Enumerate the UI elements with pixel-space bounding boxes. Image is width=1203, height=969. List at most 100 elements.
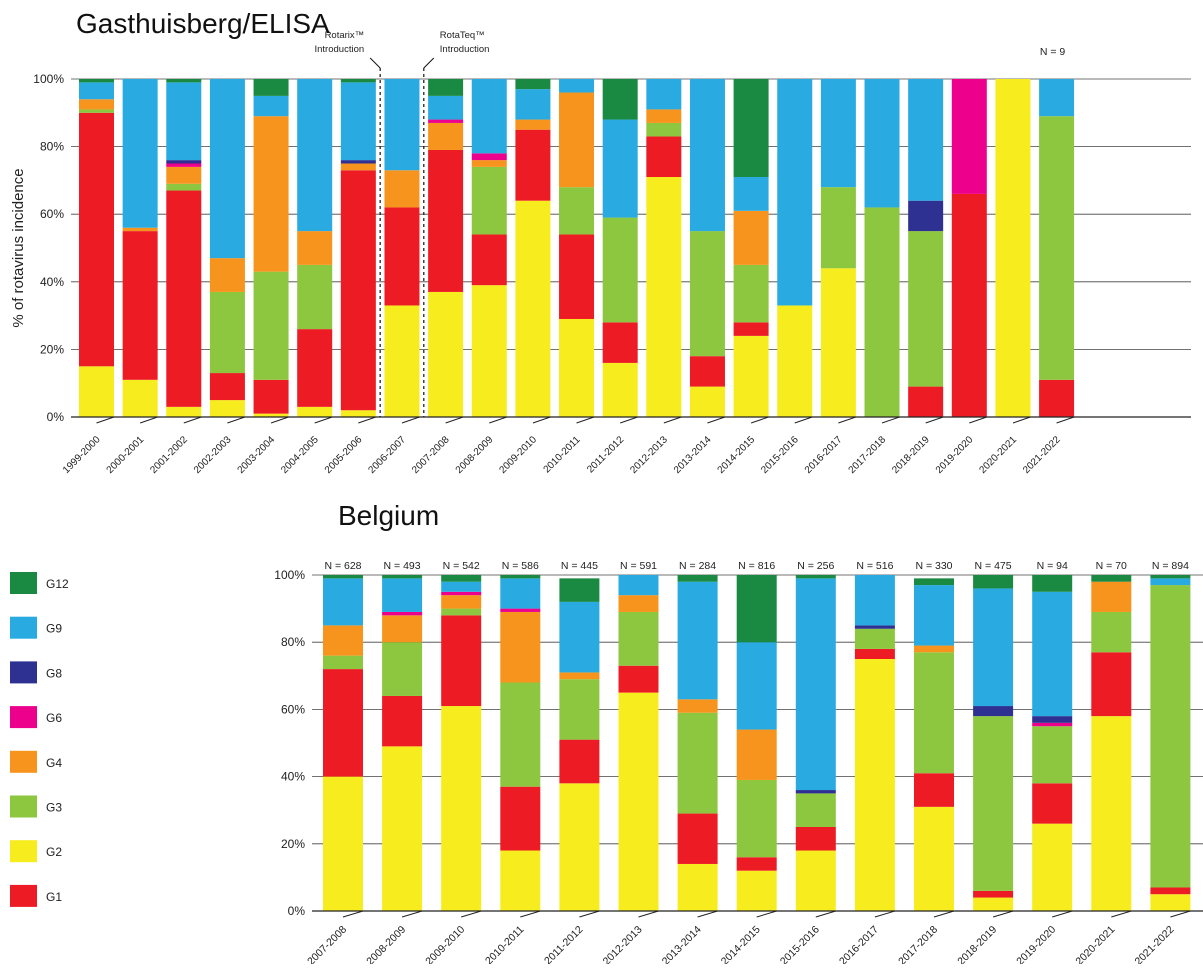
bar-segment-g3	[914, 652, 954, 774]
bar-segment-g2	[677, 863, 718, 911]
x-tick-label: 2009-2010	[423, 924, 467, 964]
x-tick	[270, 416, 289, 424]
x-tick	[707, 416, 726, 424]
bar-segment-g1	[253, 379, 289, 414]
legend-swatch-g6	[10, 706, 37, 729]
x-tick	[489, 416, 507, 424]
x-tick-label: 2008-2009	[364, 924, 408, 964]
bar-segment-g8	[340, 160, 376, 164]
bar-segment-g3	[382, 642, 423, 696]
bar-segment-g3	[500, 682, 541, 787]
x-tick	[139, 416, 158, 424]
n-label: N = 516	[856, 560, 893, 572]
bar-segment-g8	[795, 790, 836, 794]
bar-segment-g4	[500, 611, 541, 683]
bar-segment-g9	[384, 79, 420, 171]
bar-segment-g2	[618, 692, 659, 911]
n-label: N = 894	[1152, 560, 1189, 572]
y-tick-label: 0%	[47, 410, 65, 424]
x-tick	[838, 416, 857, 424]
bar-segment-g4	[382, 615, 423, 643]
bar-segment-g12	[515, 79, 551, 90]
n-label: N = 445	[561, 560, 598, 572]
bar-segment-g1	[618, 665, 659, 693]
legend-swatch-g9	[10, 616, 37, 639]
y-tick-label: 60%	[40, 207, 64, 221]
bar-segment-g4	[384, 170, 420, 208]
bar-segment-g12	[79, 79, 114, 83]
bar-segment-g3	[297, 264, 333, 330]
bar-segment-g1	[795, 827, 836, 851]
x-tick	[1052, 910, 1073, 918]
bar-segment-g9	[166, 82, 202, 161]
x-tick-label: 2020-2021	[1073, 924, 1117, 964]
legend-label: G8	[46, 666, 62, 680]
x-tick-label: 2016-2017	[803, 434, 845, 476]
x-tick	[697, 910, 718, 918]
bar-segment-g1	[951, 193, 987, 417]
x-tick	[576, 416, 595, 424]
bar-segment-g2	[471, 285, 507, 417]
bar-segment-g6	[500, 608, 541, 612]
y-tick-label: 100%	[33, 72, 64, 86]
bar-segment-g8	[854, 625, 895, 629]
x-tick-label: 2021-2022	[1021, 434, 1063, 476]
n-label: N = 586	[502, 560, 539, 572]
x-tick	[401, 416, 420, 424]
bar-segment-g1	[323, 669, 363, 777]
y-tick-label: 80%	[281, 635, 305, 649]
bar-segment-g2	[973, 897, 1014, 911]
bar-segment-g1	[500, 786, 541, 851]
bar-segment-g8	[166, 160, 202, 164]
bar-segment-g6	[471, 153, 507, 161]
x-tick-label: 2017-2018	[847, 434, 889, 476]
y-axis-label: % of rotavirus incidence	[10, 168, 27, 327]
x-tick	[1111, 910, 1132, 918]
bar-segment-g1	[166, 190, 202, 407]
x-tick	[815, 910, 836, 918]
bar-segment-g6	[1032, 722, 1073, 727]
legend-label: G4	[46, 756, 62, 770]
legend-swatch-g2	[10, 840, 37, 863]
bar-segment-g9	[323, 578, 363, 626]
bar-segment-g3	[1150, 585, 1191, 888]
legend-label: G3	[46, 801, 62, 815]
x-tick	[1012, 416, 1031, 424]
bar-segment-g3	[795, 793, 836, 827]
bar-segment-g4	[79, 99, 114, 110]
bar-segment-g8	[973, 706, 1014, 717]
bar-segment-g3	[677, 712, 718, 814]
n-label: N = 493	[384, 560, 421, 572]
bar-segment-g9	[677, 581, 718, 700]
legend-label: G1	[46, 890, 62, 904]
bar-segment-g9	[1150, 578, 1191, 586]
legend-label: G6	[46, 711, 62, 725]
bar-segment-g8	[908, 200, 944, 232]
bar-segment-g9	[441, 581, 482, 592]
bar-segment-g3	[864, 207, 900, 417]
x-tick	[1170, 910, 1191, 918]
bar-segment-g3	[209, 291, 245, 374]
x-tick-label: 2015-2016	[759, 434, 801, 476]
bar-segment-g1	[79, 112, 114, 367]
chart-title-belgium: Belgium	[338, 500, 440, 531]
n-label: N = 542	[443, 560, 480, 572]
bar-segment-g2	[166, 406, 202, 417]
bar-segment-g2	[854, 659, 895, 911]
bar-segment-g9	[777, 79, 813, 306]
x-tick	[401, 910, 423, 918]
bar-segment-g6	[951, 79, 987, 194]
bar-segment-g2	[914, 806, 954, 911]
y-tick-label: 40%	[40, 275, 64, 289]
bar-segment-g2	[382, 746, 423, 911]
x-tick	[881, 416, 900, 424]
bar-segment-g3	[618, 611, 659, 666]
bar-segment-g2	[500, 850, 541, 911]
bar-segment-g9	[914, 585, 954, 646]
bar-segment-g4	[733, 210, 769, 265]
x-tick-label: 2007-2008	[410, 434, 452, 476]
bar-segment-g9	[297, 79, 333, 232]
bar-segment-g9	[79, 82, 114, 100]
x-tick	[520, 910, 541, 918]
